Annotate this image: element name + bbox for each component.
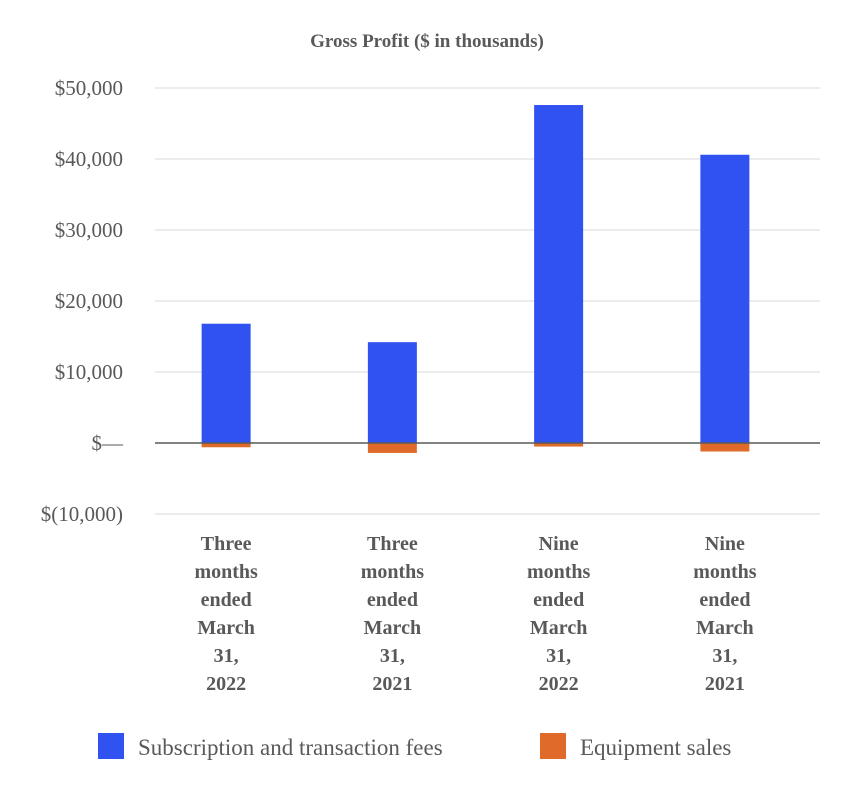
legend: Subscription and transaction fees Equipme… (98, 733, 731, 760)
y-tick-label: $20,000 (55, 289, 123, 313)
x-axis-category-labels: Three months ended March 31, 2022 Three months e… (194, 533, 756, 695)
y-axis-tick-labels: $50,000 $40,000 $30,000 $20,000 $10,000 $— $(1… (41, 76, 124, 526)
y-tick-label: $50,000 (55, 76, 123, 100)
y-tick-label: $— (92, 431, 125, 455)
legend-swatch (98, 733, 124, 759)
bar (534, 443, 584, 447)
bar (700, 443, 750, 452)
chart-title: Gross Profit ($ in thousands) (310, 31, 544, 52)
bars (201, 105, 750, 453)
bar (367, 342, 417, 443)
grid-lines (155, 87, 820, 515)
y-tick-label: $40,000 (55, 147, 123, 171)
bar (534, 105, 584, 443)
legend-label: Subscription and transaction fees (138, 735, 443, 760)
bar (700, 154, 750, 444)
legend-swatch (540, 733, 566, 759)
x-tick-label: Three months ended March 31, 2022 (194, 533, 258, 695)
x-tick-label: Nine months ended March 31, 2021 (693, 533, 757, 695)
y-tick-label: $30,000 (55, 218, 123, 242)
x-tick-label: Nine months ended March 31, 2022 (527, 533, 591, 695)
y-tick-label: $(10,000) (41, 502, 123, 526)
bar (201, 443, 251, 448)
bar (367, 443, 417, 453)
bar (201, 323, 251, 443)
y-tick-label: $10,000 (55, 360, 123, 384)
x-tick-label: Three months ended March 31, 2021 (361, 533, 425, 695)
legend-label: Equipment sales (580, 735, 731, 760)
